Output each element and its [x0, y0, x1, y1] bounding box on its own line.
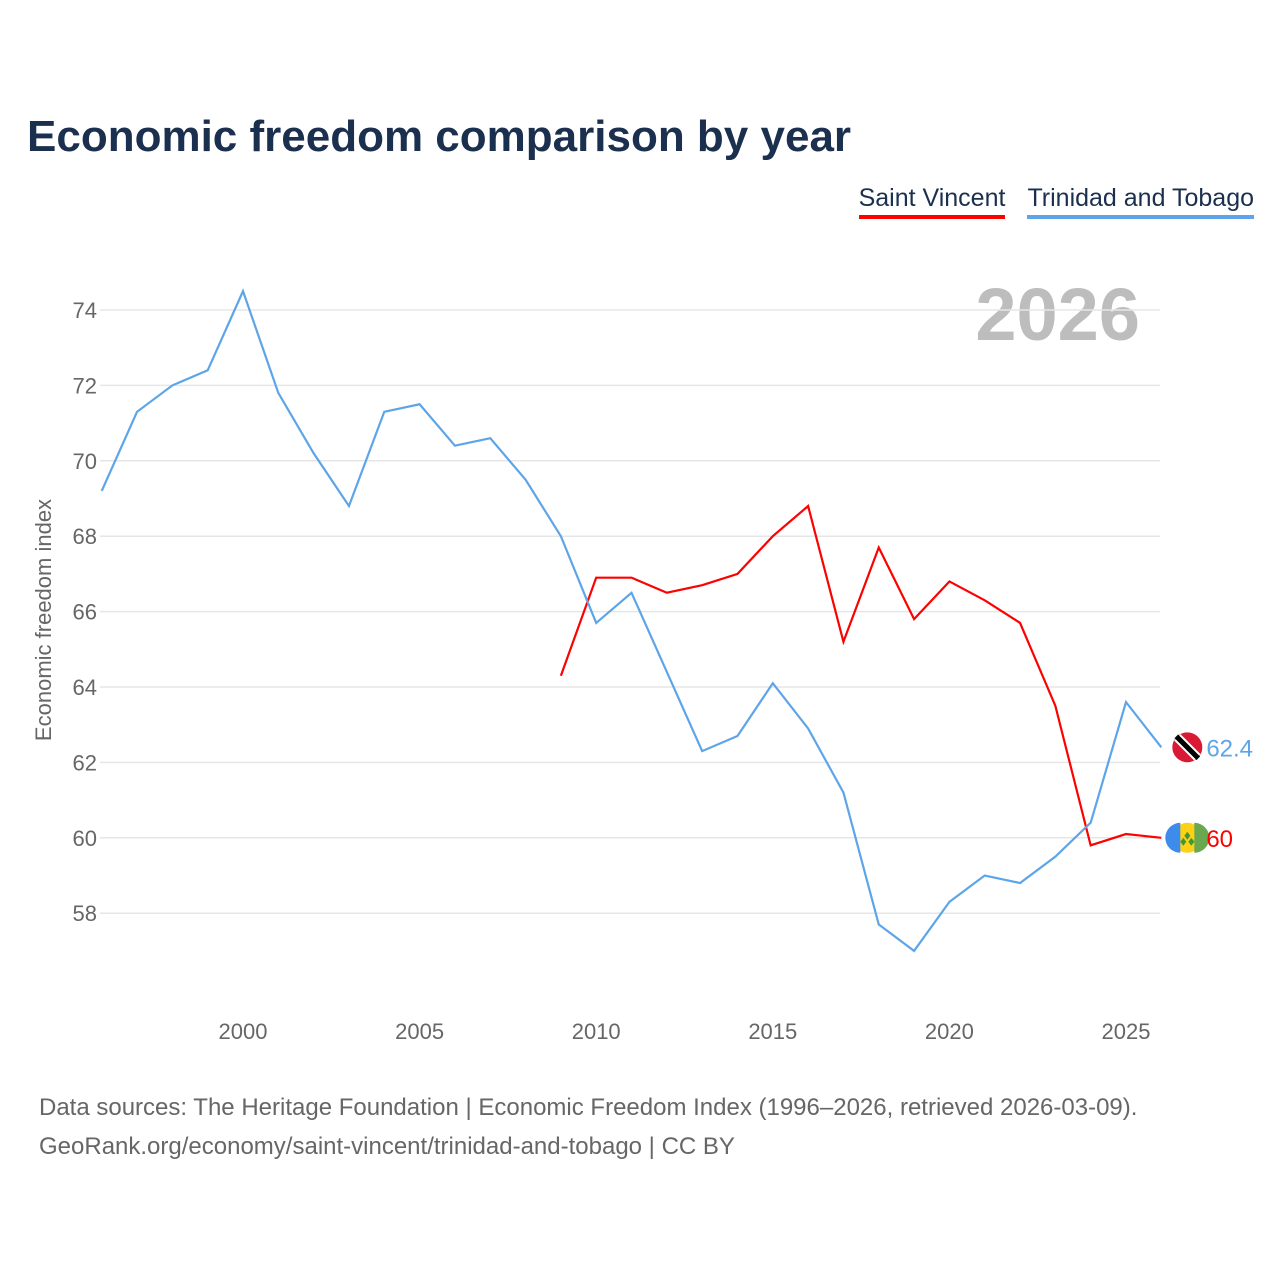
source-line-1: Data sources: The Heritage Foundation | …	[39, 1094, 1138, 1121]
y-tick-label: 62	[73, 750, 97, 775]
flag-band	[1194, 822, 1210, 853]
flag-band	[1165, 822, 1181, 853]
year-watermark: 2026	[975, 273, 1140, 356]
x-tick-label: 2020	[925, 1019, 974, 1044]
y-tick-label: 70	[73, 449, 97, 474]
y-tick-label: 72	[73, 373, 97, 398]
source-note: Data sources: The Heritage Foundation | …	[39, 1088, 1137, 1166]
x-tick-label: 2005	[395, 1019, 444, 1044]
chart-title: Economic freedom comparison by year	[27, 112, 852, 161]
flag-stripe	[1174, 734, 1201, 761]
x-tick-label: 2000	[219, 1019, 268, 1044]
x-tick-label: 2025	[1102, 1019, 1151, 1044]
series-line-trinidad-and-tobago	[100, 288, 1163, 953]
source-line-2[interactable]: GeoRank.org/economy/saint-vincent/trinid…	[39, 1133, 735, 1160]
y-tick-label: 60	[73, 826, 97, 851]
legend: Saint Vincent Trinidad and Tobago	[858, 184, 1254, 219]
y-tick-label: 64	[73, 675, 97, 700]
end-value-label: 62.4	[1206, 735, 1253, 762]
y-tick-label: 58	[73, 901, 97, 926]
series-line-saint-vincent	[559, 504, 1162, 847]
y-axis-label: Economic freedom index	[31, 499, 56, 741]
y-tick-label: 74	[73, 298, 97, 323]
flag-diamonds	[1180, 831, 1195, 846]
y-tick-label: 66	[73, 600, 97, 625]
legend-saint-vincent[interactable]: Saint Vincent	[858, 184, 1006, 219]
y-tick-label: 68	[73, 524, 97, 549]
x-tick-label: 2015	[748, 1019, 797, 1044]
x-tick-label: 2010	[572, 1019, 621, 1044]
end-value-label: 60	[1206, 826, 1233, 853]
legend-trinidad-and-tobago[interactable]: Trinidad and Tobago	[1027, 184, 1254, 219]
